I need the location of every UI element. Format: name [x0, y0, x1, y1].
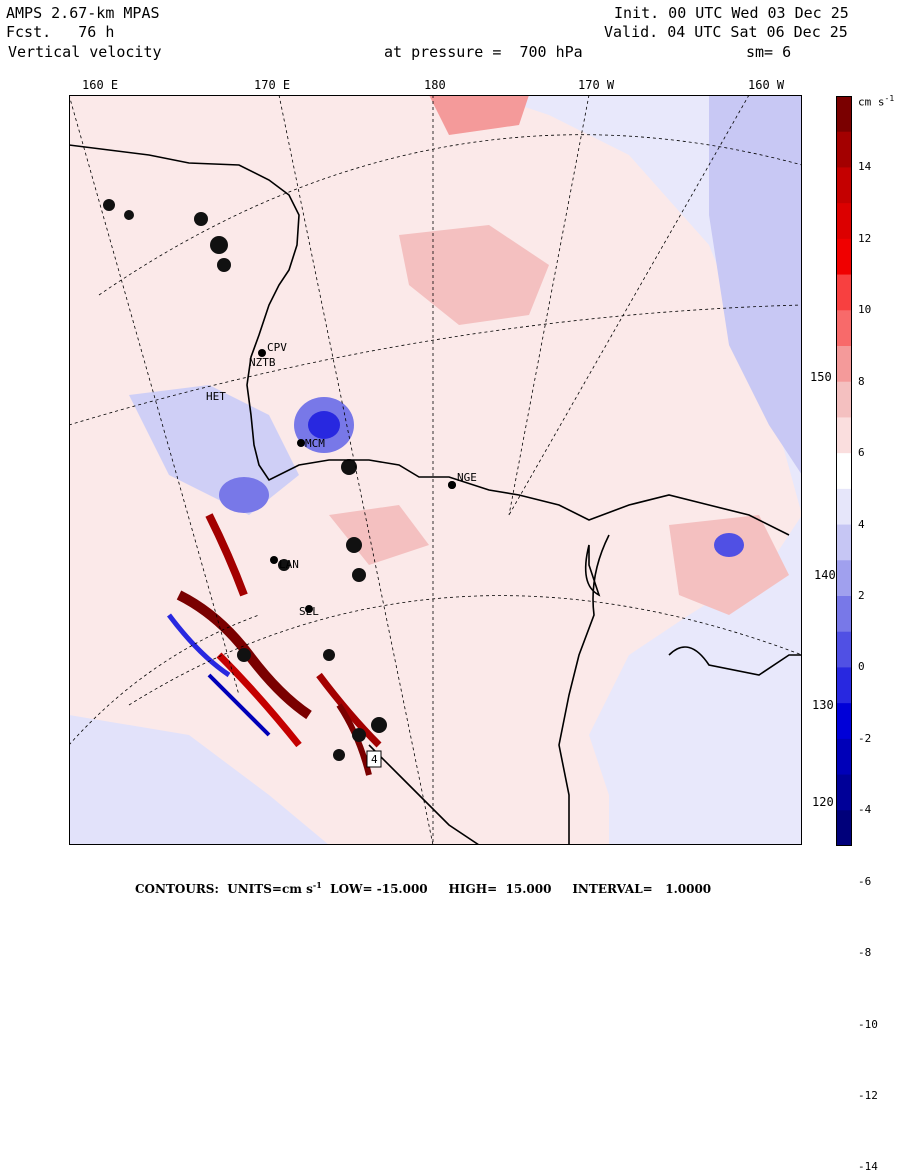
colorbar-segment [836, 488, 852, 526]
ascent-patch-east [669, 515, 789, 615]
ascent-patch-top [429, 95, 529, 135]
colorbar-frame [836, 96, 852, 846]
colorbar-label: 10 [858, 303, 872, 317]
colorbar-label: 12 [858, 231, 872, 245]
colorbar-label: 8 [858, 374, 865, 388]
valid-time: Valid. 04 UTC Sat 06 Dec 25 [604, 23, 848, 41]
colorbar-segment [836, 810, 852, 846]
colorbar-label: 14 [858, 160, 872, 174]
colorbar-segment [836, 524, 852, 561]
descent-region-southwest [69, 715, 329, 845]
lon-label-170e: 170 E [254, 78, 291, 92]
colorbar-label: 6 [858, 446, 865, 460]
colorbar-segment [836, 738, 852, 776]
ascent-patch-north [399, 225, 549, 325]
colorbar-segment [836, 274, 852, 311]
colorbar-segment [836, 631, 852, 668]
field-name: Vertical velocity [8, 43, 162, 61]
vertical-velocity-map: CPV NZTB HET MCM NGE LAN SEL 4 [69, 95, 802, 845]
colorbar-segment [836, 417, 852, 454]
station-nge: NGE [457, 471, 477, 484]
station-4-box [366, 750, 382, 768]
colorbar-label: 2 [858, 589, 865, 602]
descent-cell-west [219, 477, 269, 513]
init-time: Init. 00 UTC Wed 03 Dec 25 [614, 4, 849, 22]
pressure-level: at pressure = 700 hPa [384, 43, 583, 61]
station-4: 4 [371, 753, 378, 766]
map-frame [69, 95, 802, 845]
wave-ridge-2 [205, 513, 248, 597]
model-title: AMPS 2.67-km MPAS [6, 4, 160, 22]
station-cpv: CPV [267, 341, 287, 354]
colorbar-segment [836, 346, 852, 383]
colorbar-segment [836, 453, 852, 490]
station-nztb: NZTB [249, 356, 276, 369]
station-mcm: MCM [305, 437, 325, 450]
weak-descent-region-east [489, 95, 802, 845]
colorbar-label: 4 [858, 517, 865, 531]
dense-contour-blobs [103, 199, 456, 761]
station-markers [258, 349, 456, 613]
colorbar-segment [836, 596, 852, 633]
colorbar-segment [836, 774, 852, 811]
colorbar-segment [836, 238, 852, 276]
colorbar-segment [836, 167, 852, 204]
smoothing-value: sm= 6 [746, 43, 792, 61]
wave-trough-1 [167, 613, 231, 678]
station-het: HET [206, 390, 226, 403]
graticule [69, 95, 802, 845]
colorbar-segment [836, 560, 852, 597]
colorbar-label: -12 [858, 1089, 878, 1102]
colorbar-label: -6 [858, 874, 872, 888]
lon-label-180: 180 [424, 78, 446, 92]
colorbar-segment [836, 310, 852, 347]
wave-ridge-4 [316, 672, 382, 748]
descent-cell-east [714, 533, 744, 557]
wave-ridge-3 [216, 652, 302, 748]
station-lan: LAN [279, 558, 299, 571]
colorbar-segment [836, 203, 852, 240]
colorbar-label: 0 [858, 660, 865, 674]
colorbar-segment [836, 667, 852, 704]
colorbar-label: -14 [858, 1160, 878, 1173]
descent-band-east [709, 95, 802, 475]
colorbar-label: -8 [858, 946, 872, 960]
station-sel: SEL [299, 605, 319, 618]
colorbar-segment [836, 703, 852, 740]
contour-info: CONTOURS: UNITS=cm s-1 LOW= -15.000 HIGH… [135, 880, 712, 896]
colorbar-segment [836, 131, 852, 168]
forecast-hour: Fcst. 76 h [6, 23, 115, 41]
ascent-patch-central [329, 505, 429, 565]
colorbar-segment [836, 381, 852, 418]
colorbar-units: cm s-1 [858, 94, 895, 109]
colorbar [836, 96, 852, 846]
lon-label-160w: 160 W [748, 78, 785, 92]
wave-trough-2 [207, 673, 271, 737]
colorbar-label: -4 [858, 803, 872, 817]
coastlines [69, 144, 802, 845]
descent-core-mcmurdo [308, 411, 340, 439]
lon-label-160e: 160 E [82, 78, 119, 92]
colorbar-label: -2 [858, 731, 872, 745]
colorbar-label: -10 [858, 1017, 878, 1031]
lon-label-170w: 170 W [578, 78, 615, 92]
colorbar-segment [836, 96, 852, 133]
